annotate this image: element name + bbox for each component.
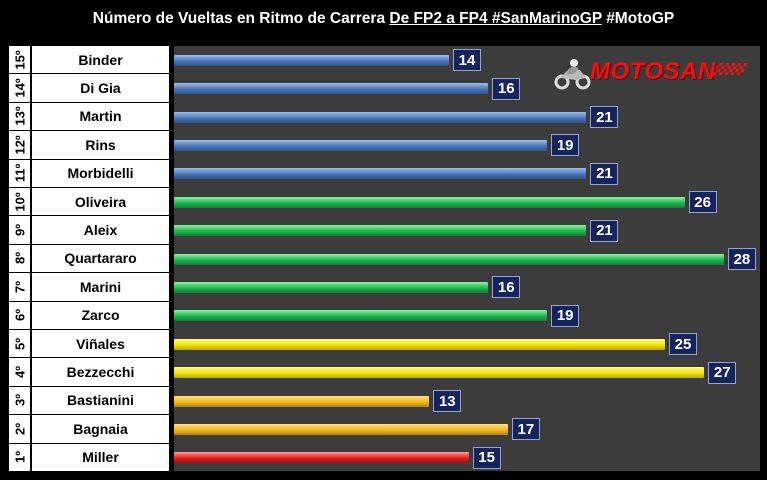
checkered-flag-icon — [712, 63, 748, 75]
rider-name: Bagnaia — [73, 420, 128, 437]
bar — [174, 338, 665, 350]
rider-name-cell: Morbidelli — [32, 159, 169, 188]
rider-name: Aleix — [83, 222, 118, 239]
rider-name: Martin — [79, 108, 122, 125]
bar — [174, 196, 685, 208]
data-label: 13 — [433, 390, 462, 412]
chart-title: Número de Vueltas en Ritmo de Carrera De… — [0, 10, 767, 28]
title-part-3: #MotoGP — [606, 10, 675, 27]
rank-label: 7º — [12, 280, 27, 293]
rider-name: Rins — [85, 136, 116, 153]
rank-label: 4º — [12, 366, 27, 379]
rank-cell: 5º — [9, 330, 30, 359]
data-label: 21 — [590, 219, 619, 242]
rank-cell: 7º — [9, 273, 30, 302]
rider-name: Morbidelli — [67, 165, 134, 182]
rank-cell: 6º — [9, 301, 30, 330]
rank-cell: 8º — [9, 244, 30, 274]
rank-label: 15º — [12, 50, 27, 70]
bar — [174, 452, 469, 464]
data-label: 15 — [472, 446, 501, 469]
rider-name-cell: Rins — [32, 131, 169, 160]
rank-label: 1º — [12, 451, 27, 464]
motosan-logo: MOTOSAN — [552, 56, 752, 92]
data-label: 27 — [708, 361, 737, 384]
rider-name: Marini — [79, 278, 122, 295]
data-label: 21 — [590, 162, 619, 185]
rank-cell: 13º — [9, 102, 30, 132]
rank-label: 2º — [12, 422, 27, 435]
bar — [174, 83, 489, 95]
rider-name: Zarco — [81, 307, 120, 324]
rider-name: Oliveira — [74, 193, 127, 210]
rank-cell: 10º — [9, 188, 30, 217]
bar — [174, 367, 705, 379]
bar — [174, 281, 489, 293]
rider-name-cell: Viñales — [32, 330, 169, 359]
rank-cell: 3º — [9, 386, 30, 416]
data-label: 16 — [492, 77, 521, 100]
rider-name: Miller — [82, 449, 119, 466]
rider-name-cell: Bezzecchi — [32, 358, 169, 387]
rider-name: Binder — [78, 51, 123, 68]
title-part-2: De FP2 a FP4 #SanMarinoGP — [389, 10, 602, 27]
rank-label: 11º — [12, 164, 27, 183]
data-label: 25 — [669, 333, 697, 356]
rider-name-cell: Marini — [32, 273, 169, 302]
rank-label: 9º — [12, 224, 27, 237]
data-label: 17 — [511, 418, 540, 441]
rider-name: Di Gia — [80, 80, 121, 97]
rank-label: 3º — [12, 394, 27, 407]
rider-name-cell: Martin — [32, 102, 169, 132]
bar — [174, 395, 430, 407]
rank-label: 12º — [12, 135, 27, 155]
data-label: 26 — [688, 191, 717, 214]
rider-name-cell: Quartararo — [32, 244, 169, 274]
bar — [174, 310, 548, 322]
rider-name: Bezzecchi — [66, 364, 135, 381]
rank-label: 10º — [12, 192, 27, 212]
rank-cell: 9º — [9, 216, 30, 245]
data-label: 19 — [551, 304, 580, 327]
motorcycle-rider-icon — [554, 59, 591, 90]
bar — [174, 54, 449, 66]
bar — [174, 423, 508, 435]
bar — [174, 111, 587, 123]
rank-cell: 1º — [9, 443, 30, 472]
rider-name-cell: Bagnaia — [32, 415, 169, 444]
rider-name-cell: Oliveira — [32, 188, 169, 217]
rank-cell: 11º — [9, 159, 30, 188]
rider-name-cell: Miller — [32, 443, 169, 472]
rider-name: Bastianini — [67, 392, 134, 409]
rider-name: Quartararo — [64, 250, 137, 267]
rider-name-cell: Zarco — [32, 301, 169, 330]
rank-label: 5º — [12, 337, 27, 350]
rank-cell: 2º — [9, 415, 30, 444]
bar — [174, 168, 587, 180]
bar — [174, 225, 587, 237]
rider-name-cell: Bastianini — [32, 386, 169, 416]
rider-name-cell: Aleix — [32, 216, 169, 245]
bar — [174, 253, 724, 265]
data-label: 16 — [492, 276, 521, 299]
rank-label: 14º — [12, 78, 27, 98]
bar — [174, 139, 548, 151]
rank-cell: 4º — [9, 358, 30, 387]
logo-text: MOTOSAN — [590, 58, 716, 85]
rank-label: 13º — [12, 106, 27, 127]
data-label: 28 — [727, 248, 756, 270]
rank-cell: 12º — [9, 131, 30, 160]
data-label: 14 — [452, 49, 481, 72]
rank-cell: 14º — [9, 74, 30, 103]
rider-name-cell: Binder — [32, 46, 169, 75]
rider-name: Viñales — [76, 335, 125, 352]
data-label: 19 — [551, 134, 580, 157]
title-part-1: Número de Vueltas en Ritmo de Carrera — [92, 10, 386, 27]
rank-label: 6º — [12, 309, 27, 322]
data-label: 21 — [590, 106, 619, 128]
rank-cell: 15º — [9, 46, 30, 75]
rank-label: 8º — [12, 252, 27, 265]
rider-name-cell: Di Gia — [32, 74, 169, 103]
